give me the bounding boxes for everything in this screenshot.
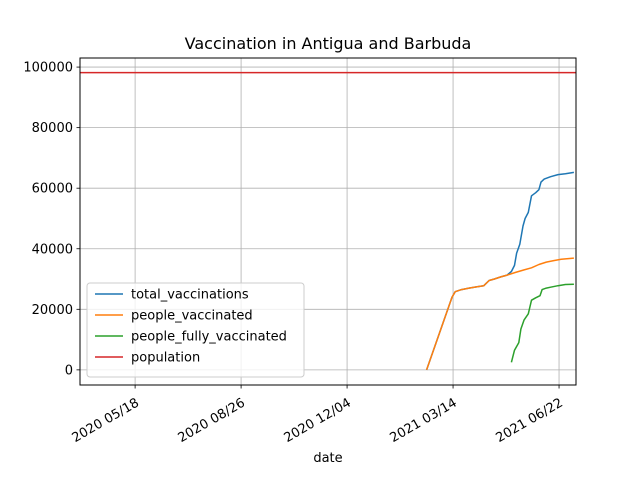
series-lines [80, 71, 576, 371]
legend-frame [86, 282, 305, 378]
y-tick-label: 40000 [32, 242, 73, 257]
plot-area-frame [79, 57, 577, 386]
grid [80, 58, 576, 385]
y-tick-label: 20000 [32, 303, 73, 318]
legend-label: people_vaccinated [131, 309, 253, 324]
legend-label: total_vaccinations [131, 288, 249, 303]
legend-label: population [131, 351, 200, 366]
y-tick-label: 80000 [32, 121, 73, 136]
legend-label: people_fully_vaccinated [131, 330, 287, 345]
series-line-people-fully-vaccinated [510, 283, 574, 363]
y-tick-label: 60000 [32, 182, 73, 197]
x-axis-label: date [313, 451, 342, 466]
legend: total_vaccinations people_vaccinatedpeopl… [86, 282, 305, 378]
y-tick-label: 100000 [23, 61, 73, 76]
series-line-people-vaccinated [425, 257, 574, 371]
y-tick-label: 0 [65, 363, 73, 378]
chart-title: Vaccination in Antigua and Barbuda [185, 34, 472, 53]
